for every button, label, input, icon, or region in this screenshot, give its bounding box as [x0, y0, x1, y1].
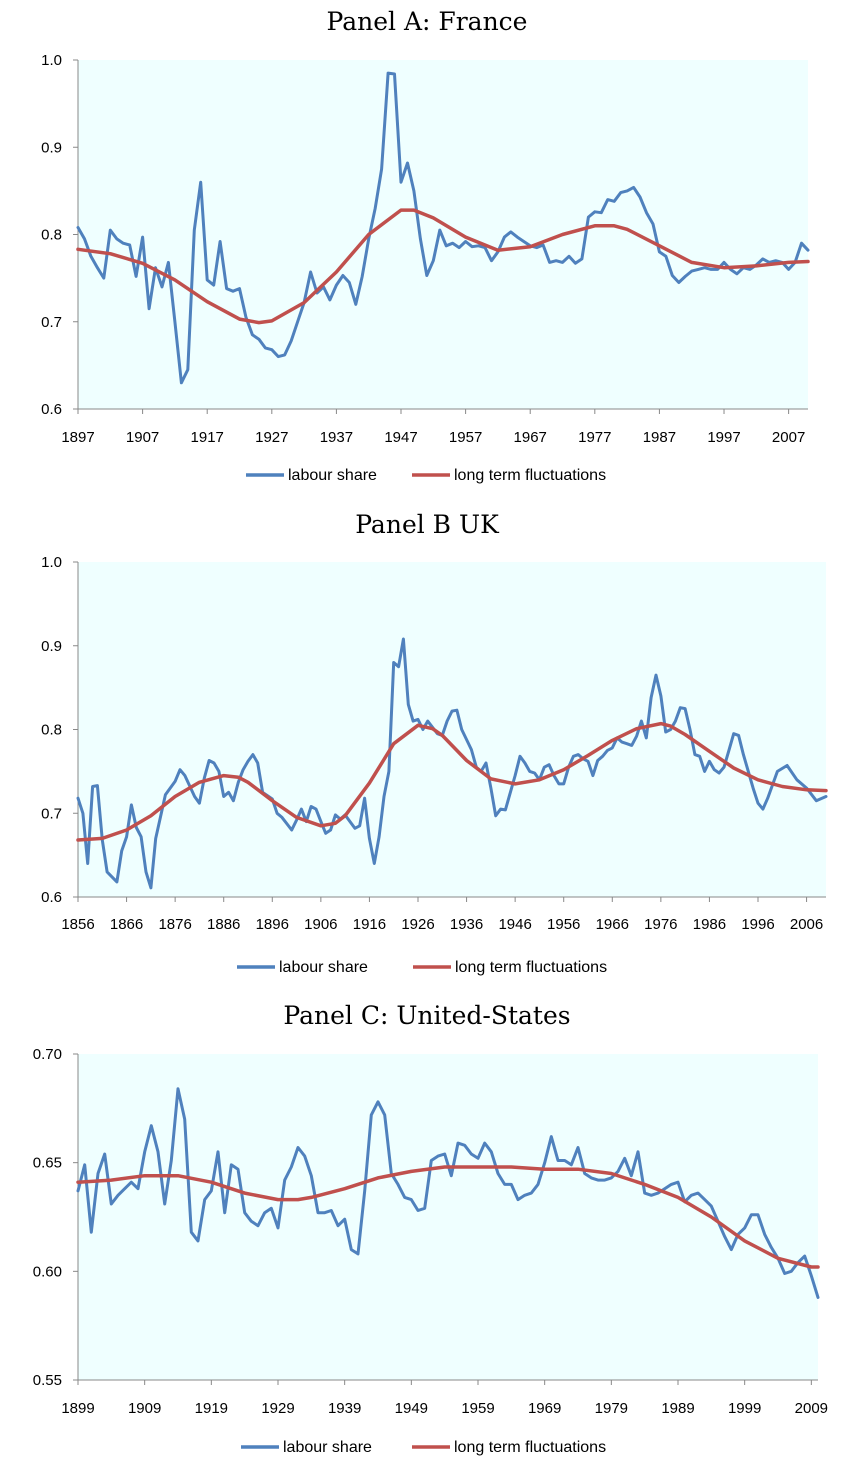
x-tick-label: 1916: [353, 916, 386, 933]
y-tick-label: 1.0: [41, 554, 62, 571]
x-tick-label: 1926: [401, 916, 434, 933]
x-tick-label: 1929: [261, 1400, 294, 1417]
panel-a: Panel A: France 0.6 0.7 0.8 0.9 1.0 1897 1907 1…: [0, 0, 854, 500]
x-tick-label: 1866: [110, 916, 143, 933]
x-tick-label: 1979: [595, 1400, 628, 1417]
series-labour-share: [76, 71, 810, 385]
chart-uk: 0.6 0.7 0.8 0.9 1.0 1856 1866 1876 1886 1896 1906 1…: [41, 554, 828, 976]
legend-label: labour share: [279, 959, 368, 976]
x-tick-label: 1906: [304, 916, 337, 933]
x-tick-label: 2006: [790, 916, 823, 933]
x-tick-label: 1959: [461, 1400, 494, 1417]
series-labour-share: [76, 637, 828, 890]
legend-label: long term fluctuations: [454, 1439, 606, 1456]
x-tick-label: 1936: [450, 916, 483, 933]
legend-label: labour share: [288, 467, 377, 484]
x-tick-label: 1947: [384, 429, 417, 446]
series-labour-share: [76, 1087, 820, 1299]
x-tick-label: 1907: [126, 429, 159, 446]
x-tick-label: 1937: [320, 429, 353, 446]
plot-area: [78, 562, 826, 897]
chart-france: 0.6 0.7 0.8 0.9 1.0 1897 1907 1917 1927 1937 1947 1…: [41, 52, 810, 484]
y-tick-label: 0.9: [41, 139, 62, 156]
x-tick-label: 1996: [741, 916, 774, 933]
x-tick-label: 1946: [498, 916, 531, 933]
x-tick-label: 1969: [528, 1400, 561, 1417]
chart-title: Panel B UK: [355, 510, 499, 539]
x-tick-label: 1939: [328, 1400, 361, 1417]
y-tick-label: 0.60: [33, 1263, 62, 1280]
y-tick-label: 0.7: [41, 314, 62, 331]
legend-item: long term fluctuations: [412, 1439, 606, 1456]
legend-item: labour share: [246, 467, 377, 484]
legend-label: long term fluctuations: [455, 959, 607, 976]
x-tick-label: 1999: [728, 1400, 761, 1417]
panel-b: Panel B UK 0.6 0.7 0.8 0.9 1.0 1856 1866 1876 18…: [41, 510, 828, 976]
x-tick-label: 1897: [61, 429, 94, 446]
x-tick-label: 1899: [61, 1400, 94, 1417]
x-tick-label: 1886: [207, 916, 240, 933]
x-tick-label: 1986: [693, 916, 726, 933]
x-tick-label: 1967: [514, 429, 547, 446]
x-tick-label: 1856: [61, 916, 94, 933]
x-tick-label: 1989: [661, 1400, 694, 1417]
x-tick-label: 1927: [255, 429, 288, 446]
x-tick-label: 1977: [578, 429, 611, 446]
legend-item: long term fluctuations: [413, 959, 607, 976]
series-long-term-fluctuations: [76, 721, 828, 842]
y-tick-label: 0.7: [41, 805, 62, 822]
legend-item: labour share: [241, 1439, 372, 1456]
x-tick-label: 2007: [772, 429, 805, 446]
x-tick-label: 1919: [195, 1400, 228, 1417]
legend-item: long term fluctuations: [412, 467, 606, 484]
x-tick-label: 1987: [643, 429, 676, 446]
chart-title: Panel C: United-States: [283, 1001, 571, 1030]
series-long-term-fluctuations: [76, 208, 810, 325]
y-tick-label: 0.8: [41, 722, 62, 739]
y-tick-label: 0.8: [41, 227, 62, 244]
y-tick-label: 0.70: [33, 1046, 62, 1063]
x-tick-label: 1957: [449, 429, 482, 446]
legend-label: labour share: [283, 1439, 372, 1456]
x-tick-label: 1917: [191, 429, 224, 446]
y-tick-label: 0.6: [41, 401, 62, 418]
y-tick-label: 0.65: [33, 1155, 62, 1172]
y-tick-label: 1.0: [41, 52, 62, 69]
x-tick-label: 1956: [547, 916, 580, 933]
x-tick-label: 1949: [395, 1400, 428, 1417]
series-long-term-fluctuations: [76, 1165, 820, 1269]
x-tick-label: 1876: [158, 916, 191, 933]
legend-label: long term fluctuations: [454, 467, 606, 484]
x-tick-label: 2009: [795, 1400, 828, 1417]
x-tick-label: 1909: [128, 1400, 161, 1417]
y-tick-label: 0.9: [41, 638, 62, 655]
legend-item: labour share: [237, 959, 368, 976]
x-tick-label: 1896: [256, 916, 289, 933]
x-tick-label: 1976: [644, 916, 677, 933]
chart-title: Panel A: France: [326, 7, 528, 36]
y-tick-label: 0.6: [41, 889, 62, 906]
x-tick-label: 1966: [596, 916, 629, 933]
y-tick-label: 0.55: [33, 1372, 62, 1389]
x-tick-label: 1997: [707, 429, 740, 446]
